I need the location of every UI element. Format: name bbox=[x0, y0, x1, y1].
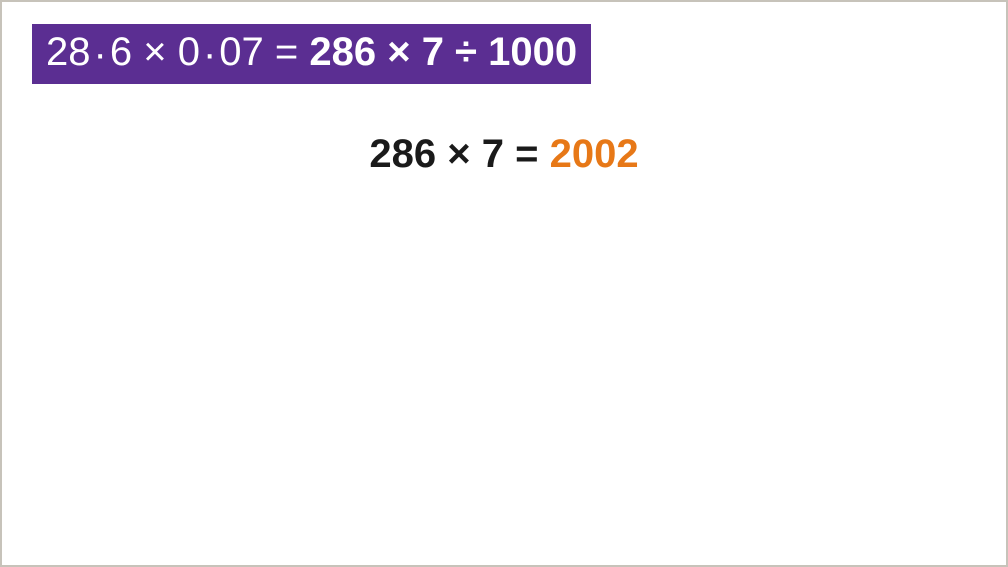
num-a-int: 28 bbox=[46, 30, 91, 74]
decimal-dot-icon: · bbox=[94, 32, 107, 76]
step-lhs: 286 × 7 = bbox=[369, 132, 549, 176]
num-a-dec: 6 bbox=[110, 30, 132, 74]
equation-right: 286 × 7 ÷ 1000 bbox=[309, 30, 577, 74]
num-b-dec: 07 bbox=[219, 30, 264, 74]
num-b-int: 0 bbox=[178, 30, 200, 74]
decimal-dot-icon: · bbox=[203, 32, 216, 76]
step-result: 2002 bbox=[550, 132, 639, 176]
equation-highlight-box: 28·6 × 0·07 = 286 × 7 ÷ 1000 bbox=[32, 24, 591, 84]
multiply-sign: × bbox=[143, 30, 166, 74]
space bbox=[298, 30, 309, 74]
step-line: 286 × 7 = 2002 bbox=[2, 132, 1006, 176]
math-slide: 28·6 × 0·07 = 286 × 7 ÷ 1000 286 × 7 = 2… bbox=[2, 2, 1006, 565]
equation-left: 28·6 × 0·07 = bbox=[46, 30, 298, 76]
equals-sign: = bbox=[275, 30, 298, 74]
